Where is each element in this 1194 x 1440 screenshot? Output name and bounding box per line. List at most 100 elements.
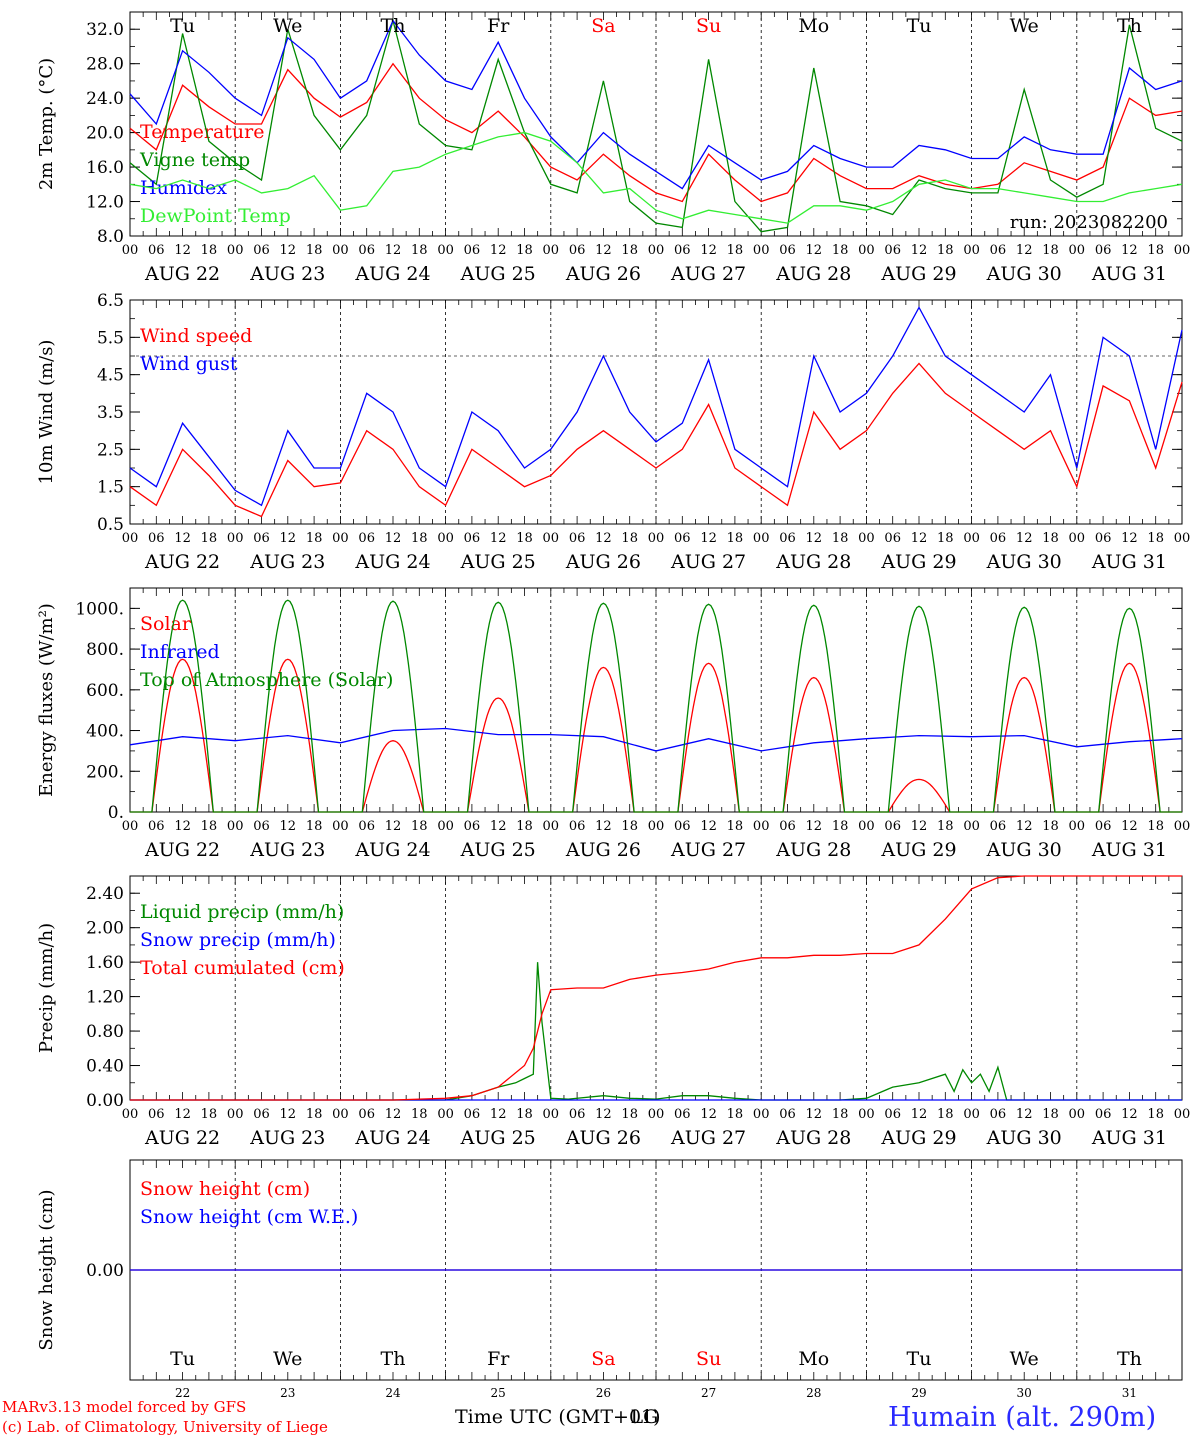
x-hour-label: 12 — [1121, 531, 1138, 546]
legend-entry: Wind speed — [140, 325, 252, 347]
x-hour-label: 00 — [437, 531, 454, 546]
legend-entry: Snow height (cm) — [140, 1178, 310, 1200]
x-hour-label: 18 — [621, 531, 638, 546]
x-hour-label: 12 — [700, 531, 717, 546]
series-line-wind-gust — [129, 306, 1183, 507]
x-date-label: AUG 29 — [880, 1127, 956, 1149]
y-tick-label: 4.5 — [97, 366, 124, 386]
x-hour-label: 18 — [201, 1107, 218, 1122]
x-hour-label: 12 — [174, 819, 191, 834]
x-hour-label: 12 — [174, 243, 191, 258]
x-hour-label: 00 — [437, 243, 454, 258]
x-hour-label: 06 — [569, 1107, 586, 1122]
weekday-label: Mo — [798, 15, 829, 37]
x-hour-label: 18 — [201, 531, 218, 546]
weekday-label: Sa — [591, 1348, 615, 1370]
x-hour-label: 18 — [1042, 1107, 1059, 1122]
x-hour-label: 12 — [1016, 819, 1033, 834]
x-hour-label: 06 — [884, 819, 901, 834]
panel-1: 8.0 12.0 16.0 20.0 24.0 28.0 32.0 2m Temp. (°C)… — [36, 11, 1191, 285]
x-hour-label: 00 — [1069, 1107, 1086, 1122]
model-credit: MARv3.13 model forced by GFS — [2, 1398, 247, 1416]
legend-entry: Humidex — [140, 177, 227, 199]
x-hour-label: 18 — [516, 243, 533, 258]
x-hour-label: 06 — [1095, 1107, 1112, 1122]
x-hour-label: 06 — [779, 531, 796, 546]
y-tick-label: 1000. — [75, 599, 124, 619]
weekday-label: Mo — [798, 1348, 829, 1370]
x-hour-label: 06 — [674, 243, 691, 258]
x-hour-label: 12 — [700, 819, 717, 834]
weekday-label: Sa — [591, 15, 615, 37]
x-hour-label: 18 — [201, 819, 218, 834]
x-hour-label: 06 — [779, 819, 796, 834]
y-tick-label: 0.00 — [86, 1091, 124, 1111]
lab-credit: (c) Lab. of Climatology, University of L… — [2, 1418, 328, 1436]
x-date-label: AUG 26 — [565, 263, 641, 285]
series-line-humidex — [129, 19, 1183, 190]
x-hour-label: 18 — [306, 1107, 323, 1122]
x-hour-label: 00 — [543, 819, 560, 834]
x-hour-label: 18 — [832, 819, 849, 834]
legend-entry: Snow precip (mm/h) — [140, 929, 336, 951]
x-date-label: AUG 25 — [460, 551, 536, 573]
y-tick-label: 0.00 — [86, 1261, 124, 1281]
weekday-label: Th — [381, 1348, 406, 1370]
x-hour-label: 06 — [358, 243, 375, 258]
x-hour-label: 12 — [595, 243, 612, 258]
x-hour-label: 18 — [411, 819, 428, 834]
y-axis-title: 2m Temp. (°C) — [36, 58, 57, 190]
x-hour-label: 12 — [385, 819, 402, 834]
x-hour-label: 18 — [937, 819, 954, 834]
x-hour-label: 12 — [1121, 819, 1138, 834]
x-hour-label: 00 — [1174, 243, 1191, 258]
x-hour-label: 12 — [911, 819, 928, 834]
weekday-label: Fr — [487, 15, 510, 37]
x-date-label: AUG 27 — [670, 551, 746, 573]
x-hour-label: 12 — [280, 531, 297, 546]
x-hour-label: 06 — [569, 531, 586, 546]
x-hour-label: 06 — [148, 1107, 165, 1122]
x-hour-label: 18 — [1042, 819, 1059, 834]
x-hour-label: 00 — [543, 243, 560, 258]
plot-frame — [129, 587, 1183, 813]
series-line-wind-speed — [129, 362, 1183, 518]
x-hour-label: 06 — [779, 243, 796, 258]
y-tick-label: 0.5 — [97, 515, 124, 535]
x-hour-label: 12 — [385, 243, 402, 258]
y-tick-label: 20.0 — [86, 124, 124, 144]
x-hour-label: 00 — [122, 819, 139, 834]
x-hour-label: 00 — [648, 819, 665, 834]
x-date-label: AUG 25 — [460, 1127, 536, 1149]
y-tick-label: 1.60 — [86, 953, 124, 973]
x-date-label: AUG 31 — [1091, 839, 1167, 861]
x-hour-label: 12 — [385, 531, 402, 546]
y-axis-title: Energy fluxes (W/m²) — [36, 603, 57, 797]
weekday-label: We — [1010, 15, 1039, 37]
x-hour-label: 18 — [621, 1107, 638, 1122]
x-hour-label: 00 — [1069, 819, 1086, 834]
x-hour-label: 12 — [1016, 531, 1033, 546]
x-date-label: AUG 28 — [775, 839, 851, 861]
x-hour-label: 12 — [1121, 1107, 1138, 1122]
legend-entry: Solar — [140, 613, 192, 635]
y-tick-label: 0.40 — [86, 1057, 124, 1077]
series-line-infrared — [129, 727, 1183, 752]
x-hour-label: 18 — [832, 531, 849, 546]
x-hour-label: 00 — [1174, 1107, 1191, 1122]
x-date-label: AUG 23 — [249, 1127, 325, 1149]
x-hour-label: 18 — [727, 243, 744, 258]
x-hour-label: 18 — [516, 1107, 533, 1122]
x-hour-label: 06 — [148, 243, 165, 258]
meteogram: 8.0 12.0 16.0 20.0 24.0 28.0 32.0 2m Temp. (°C)… — [36, 11, 1191, 1400]
x-hour-label: 18 — [516, 819, 533, 834]
x-hour-label: 18 — [1147, 1107, 1164, 1122]
x-hour-label: 00 — [1174, 531, 1191, 546]
x-date-label: AUG 27 — [670, 263, 746, 285]
x-hour-label: 00 — [227, 531, 244, 546]
x-hour-label: 18 — [937, 1107, 954, 1122]
day-number-label: 23 — [280, 1386, 295, 1400]
legend-entry: Infrared — [140, 641, 220, 663]
x-hour-label: 00 — [648, 243, 665, 258]
x-hour-label: 12 — [174, 531, 191, 546]
